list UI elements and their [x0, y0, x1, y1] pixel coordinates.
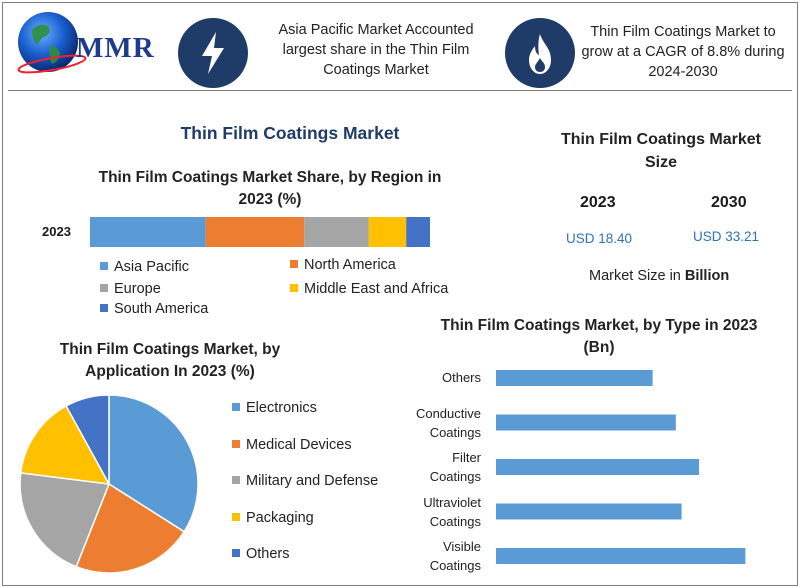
application-legend-item: Electronics: [232, 400, 317, 416]
legend-label: Asia Pacific: [114, 259, 189, 275]
type-bar-chart: [496, 370, 746, 564]
main-title: Thin Film Coatings Market: [180, 123, 400, 143]
region-bar-segment-1: [205, 217, 305, 247]
application-pie-chart: [19, 394, 199, 574]
application-legend-item: Others: [232, 546, 290, 562]
region-bar-segment-2: [304, 217, 369, 247]
stat1-badge: [178, 18, 248, 88]
type-category-label: Others: [441, 370, 481, 385]
lightning-icon: [202, 32, 224, 74]
legend-swatch: [232, 549, 240, 558]
type-bar-1: [496, 414, 676, 431]
legend-swatch: [100, 284, 108, 293]
legend-swatch: [232, 476, 240, 485]
legend-swatch: [232, 440, 240, 449]
type-category-label: Visible Coatings: [429, 539, 481, 573]
pie-slice-2: [19, 472, 111, 568]
legend-swatch: [100, 262, 108, 271]
logo-text: MMR: [76, 32, 155, 64]
pie-slice-1: [75, 482, 186, 574]
legend-label: North America: [304, 257, 396, 273]
type-chart-title: Thin Film Coatings Market, by Type in 20…: [440, 317, 758, 356]
legend-swatch: [232, 403, 240, 412]
region-bar-segment-3: [368, 217, 407, 247]
market-size-year-2030: 2030: [711, 194, 747, 211]
type-bar-0: [496, 370, 653, 386]
header-divider: [8, 90, 792, 91]
application-legend-item: Packaging: [232, 510, 314, 526]
pie-slice-3: [19, 404, 111, 485]
type-category-label: Ultraviolet Coatings: [423, 494, 481, 529]
region-legend-item: Asia Pacific: [100, 259, 189, 275]
pie-slice-4: [65, 394, 110, 485]
stat2-text: Thin Film Coatings Market to grow at a C…: [581, 24, 785, 80]
region-chart-title: Thin Film Coatings Market Share, by Regi…: [98, 169, 442, 208]
type-bar-3: [496, 503, 682, 520]
region-bar-category: 2023: [42, 224, 71, 239]
legend-label: Middle East and Africa: [304, 281, 449, 297]
region-stacked-bar: [90, 217, 430, 247]
type-category-label: Conductive Coatings: [415, 405, 481, 440]
legend-swatch: [290, 284, 298, 293]
region-bar-segment-0: [90, 217, 206, 247]
type-bar-4: [496, 548, 746, 564]
legend-label: Medical Devices: [246, 437, 352, 453]
legend-label: Europe: [114, 281, 161, 297]
legend-label: Others: [246, 546, 290, 562]
application-chart-title: Thin Film Coatings Market, by Applicatio…: [59, 341, 281, 380]
market-size-year-2023: 2023: [580, 194, 616, 211]
region-legend-item: South America: [100, 301, 208, 317]
market-size-note: Market Size in Billion: [589, 268, 729, 284]
legend-label: South America: [114, 301, 209, 317]
region-legend-item: Middle East and Africa: [290, 281, 448, 297]
market-size-note-prefix: Market Size in: [589, 268, 685, 284]
stat1-text: Asia Pacific Market Accounted largest sh…: [278, 22, 474, 78]
market-size-value-2030: USD 33.21: [693, 229, 760, 244]
region-bar-segment-4: [406, 217, 430, 247]
market-size-note-unit: Billion: [684, 268, 730, 284]
legend-label: Packaging: [246, 510, 314, 526]
legend-label: Military and Defense: [246, 473, 379, 489]
legend-label: Electronics: [246, 400, 317, 416]
market-size-value-2023: USD 18.40: [566, 231, 633, 246]
legend-swatch: [100, 304, 108, 313]
globe-icon: [17, 12, 87, 74]
mmr-logo: MMR: [10, 6, 170, 86]
legend-swatch: [290, 260, 298, 269]
type-category-label: Filter Coatings: [429, 450, 481, 484]
type-bar-2: [496, 459, 699, 475]
region-legend-item: Europe: [100, 281, 161, 297]
flame-icon: [529, 34, 551, 74]
application-legend-item: Medical Devices: [232, 437, 352, 453]
application-legend-item: Military and Defense: [232, 473, 378, 489]
legend-swatch: [232, 513, 240, 522]
region-legend-item: North America: [290, 257, 396, 273]
market-size-title: Thin Film Coatings Market Size: [560, 131, 761, 171]
stat2-badge: [505, 18, 575, 88]
